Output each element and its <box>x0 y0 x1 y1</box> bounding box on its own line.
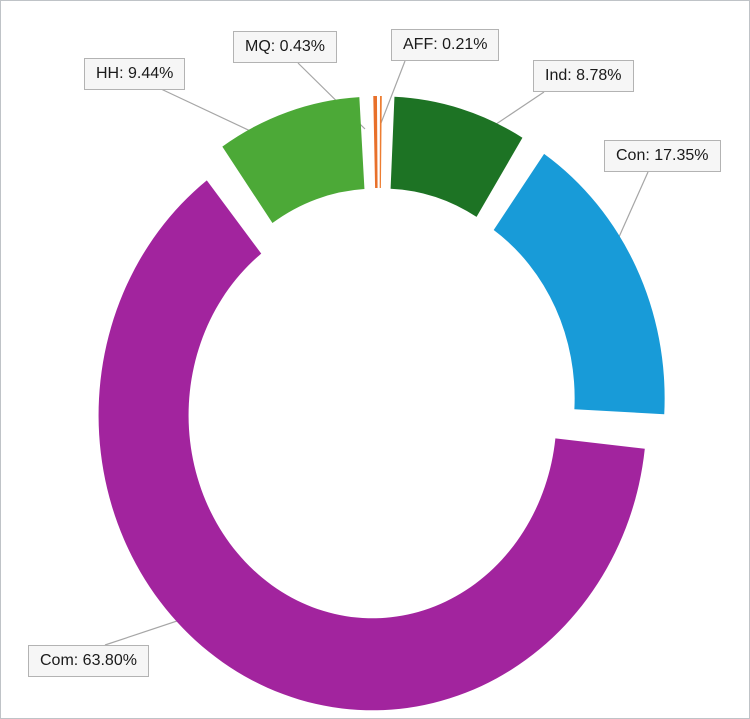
donut-slice-com[interactable] <box>98 180 645 711</box>
donut-slice-mq[interactable] <box>373 96 378 189</box>
donut-slice-con[interactable] <box>493 153 665 415</box>
data-label-aff: AFF: 0.21% <box>391 29 500 61</box>
leader-line-aff <box>380 60 406 124</box>
data-label-com: Com: 63.80% <box>28 645 149 677</box>
data-label-con: Con: 17.35% <box>604 140 721 172</box>
data-label-mq: MQ: 0.43% <box>233 31 338 63</box>
donut-slice-hh[interactable] <box>222 97 365 224</box>
data-label-hh: HH: 9.44% <box>84 58 186 90</box>
donut-slice-ind[interactable] <box>390 96 523 217</box>
donut-slices <box>98 96 665 711</box>
data-label-ind: Ind: 8.78% <box>533 60 634 92</box>
donut-slice-aff[interactable] <box>379 96 382 189</box>
